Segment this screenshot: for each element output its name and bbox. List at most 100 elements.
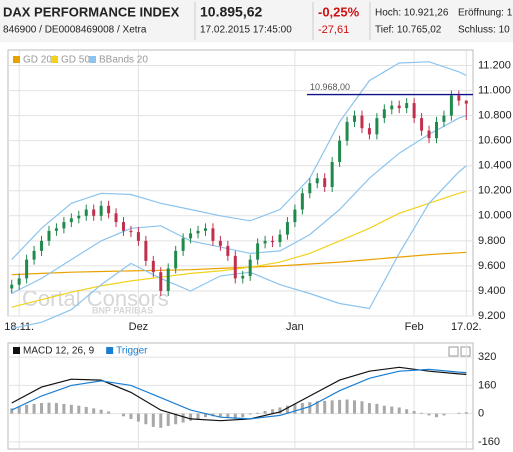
- header-bg: [0, 0, 513, 42]
- candle-body: [226, 245, 230, 256]
- histogram-bar: [375, 403, 379, 414]
- histogram-bar: [10, 408, 14, 414]
- histogram-bar: [323, 400, 327, 414]
- candle-body: [54, 228, 58, 231]
- candle-body: [77, 215, 81, 219]
- candle-body: [464, 100, 468, 104]
- macd-frame: [7, 342, 474, 450]
- candle-body: [442, 115, 446, 122]
- histogram-bar: [241, 413, 245, 418]
- histogram-bar: [263, 410, 267, 414]
- candle-body: [263, 240, 267, 244]
- candle-body: [390, 105, 394, 110]
- candle-body: [25, 259, 29, 279]
- histogram-bar: [218, 413, 222, 418]
- legend-swatch: [106, 347, 114, 354]
- candle-body: [40, 240, 44, 251]
- panel-icon[interactable]: [448, 346, 459, 357]
- price: 10.895,62: [200, 4, 262, 20]
- x-tick-label: Jan: [286, 321, 304, 333]
- candle-body: [323, 178, 327, 188]
- histogram-bar: [367, 403, 371, 414]
- y-tick-label: 9.800: [478, 235, 506, 247]
- legend-label: Trigger: [116, 346, 148, 357]
- change-pct: -0,25%: [318, 4, 360, 19]
- legend-label: MACD 12, 26, 9: [23, 346, 95, 357]
- legend-swatch: [51, 56, 58, 63]
- histogram-bar: [189, 413, 193, 421]
- candle-body: [405, 103, 409, 109]
- legend-swatch: [13, 347, 20, 354]
- candle-body: [92, 209, 96, 216]
- histogram-bar: [397, 407, 401, 414]
- histogram-bar: [353, 400, 357, 414]
- candle-body: [62, 222, 66, 229]
- histogram-bar: [122, 413, 126, 417]
- histogram-bar: [345, 399, 349, 414]
- candle-body: [360, 115, 364, 129]
- candle-body: [300, 193, 304, 210]
- histogram-bar: [107, 411, 111, 414]
- histogram-bar: [69, 404, 73, 414]
- histogram-bar: [420, 412, 424, 414]
- candle-body: [367, 128, 371, 135]
- candle-body: [293, 209, 297, 223]
- candle-body: [308, 183, 312, 194]
- y-tick-label: 10.000: [478, 210, 512, 222]
- candle-body: [10, 284, 14, 289]
- histogram-bar: [181, 413, 185, 423]
- candle-body: [375, 118, 379, 135]
- legend-label: GD 200: [23, 55, 58, 66]
- histogram-bar: [25, 404, 29, 414]
- candle-body: [211, 228, 215, 241]
- histogram-bar: [405, 409, 409, 414]
- candle-body: [69, 218, 73, 223]
- histogram-bar: [196, 413, 200, 419]
- candle-body: [434, 121, 438, 139]
- histogram-bar: [151, 413, 155, 427]
- histogram-bar: [203, 413, 207, 418]
- histogram-bar: [129, 413, 133, 419]
- y-tick-label: -160: [478, 436, 500, 448]
- candle-body: [449, 95, 453, 116]
- histogram-bar: [315, 401, 319, 414]
- price-frame: [7, 49, 474, 317]
- histogram-bar: [54, 403, 58, 414]
- candle-body: [353, 115, 357, 122]
- line: [11, 368, 467, 420]
- candle-body: [17, 278, 21, 285]
- legend-swatch: [13, 56, 20, 63]
- histogram-bar: [92, 408, 96, 414]
- histogram-bar: [144, 413, 148, 425]
- timestamp: 17.02.2015 17:45:00: [200, 25, 292, 36]
- candle-body: [196, 230, 200, 234]
- candle-body: [218, 240, 222, 246]
- candle-body: [248, 259, 252, 276]
- candle-body: [278, 234, 282, 243]
- panel-icon[interactable]: [460, 346, 471, 357]
- candle-body: [114, 213, 118, 223]
- candle-body: [382, 109, 386, 119]
- histogram-bar: [412, 410, 416, 414]
- histogram-bar: [360, 401, 364, 414]
- legend-label: BBands 20: [99, 55, 148, 66]
- candle-body: [129, 230, 133, 233]
- candle-body: [285, 222, 289, 235]
- y-tick-label: 11.200: [478, 59, 511, 71]
- x-tick-label: Feb: [405, 321, 424, 333]
- histogram-bar: [47, 402, 51, 414]
- histogram-bar: [427, 413, 431, 416]
- histogram-bar: [457, 412, 461, 414]
- open: Eröffnung: 1: [458, 8, 513, 19]
- histogram-bar: [77, 405, 81, 414]
- histogram-bar: [166, 413, 170, 427]
- candle-body: [330, 161, 334, 188]
- histogram-bar: [32, 403, 36, 414]
- candle-body: [338, 140, 342, 162]
- histogram-bar: [285, 405, 289, 414]
- histogram-bar: [84, 406, 88, 414]
- line: [11, 190, 467, 308]
- low: Tief: 10.765,02: [375, 25, 442, 36]
- line: [11, 115, 467, 295]
